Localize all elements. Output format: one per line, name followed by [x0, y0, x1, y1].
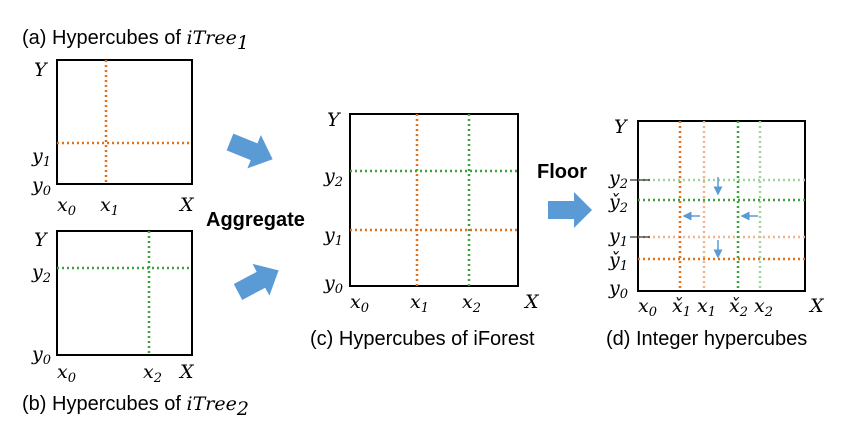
panel-b: Y y2 y0 x0 x2 X (b) Hypercubes of iTree2 [22, 229, 249, 420]
box-a [56, 59, 193, 185]
tick-y2-d: y2 [608, 167, 628, 192]
arrow-up-right-icon [233, 263, 279, 300]
tick-x2-d: x2 [754, 295, 773, 320]
tick-x1-d: x1 [697, 295, 716, 320]
tick-y1-a: y1 [31, 145, 51, 170]
caption-b: (b) Hypercubes of iTree2 [22, 393, 249, 420]
caption-a: (a) Hypercubes of iTree1 [22, 27, 249, 54]
panel-a: (a) Hypercubes of iTree1 Y y1 y0 x0 x1 X [22, 27, 249, 219]
tick-ycheck1-d: y̌1 [608, 249, 628, 274]
tick-y0-b: y0 [31, 343, 51, 368]
arrow-down-right-icon [226, 133, 273, 169]
tick-x0-a: x0 [57, 194, 76, 219]
aggregate-label: Aggregate [206, 209, 305, 231]
panel-d: Y y2 y̌2 y1 y̌1 y0 x0 x̌1 x1 x̌2 x2 X (d… [606, 116, 825, 350]
tick-x0-c: x0 [350, 291, 369, 316]
aggregate-arrows: Aggregate [206, 133, 305, 300]
tick-x0-b: x0 [57, 361, 76, 386]
tick-y2-b: y2 [31, 261, 51, 286]
tick-y2-c: y2 [323, 165, 343, 190]
box-c [349, 113, 519, 287]
axis-X-b: X [178, 361, 195, 383]
tick-y0-d: y0 [608, 277, 628, 302]
tick-x2-b: x2 [143, 361, 162, 386]
tick-x1-c: x1 [410, 291, 429, 316]
axis-X-a: X [178, 194, 195, 216]
axis-Y-d: Y [614, 116, 629, 138]
panel-c: Y y2 y1 y0 x0 x1 x2 X (c) Hypercubes of … [310, 109, 540, 350]
tick-x0-d: x0 [638, 295, 657, 320]
tick-y1-d: y1 [608, 225, 628, 250]
axis-Y-a: Y [34, 59, 49, 81]
box-b [56, 230, 193, 356]
tick-y0-a: y0 [31, 174, 51, 199]
tick-x2-c: x2 [462, 291, 481, 316]
caption-d: (d) Integer hypercubes [606, 328, 807, 350]
axis-Y-b: Y [34, 229, 49, 251]
arrow-right-icon [548, 192, 592, 228]
tick-ycheck2-d: y̌2 [608, 191, 628, 216]
axis-X-c: X [523, 291, 540, 313]
tick-xcheck2-d: x̌2 [729, 295, 748, 320]
tick-x1-a: x1 [100, 194, 119, 219]
tick-y1-c: y1 [323, 224, 343, 249]
axis-Y-c: Y [327, 109, 342, 131]
floor-label: Floor [537, 161, 587, 183]
tick-xcheck1-d: x̌1 [672, 295, 691, 320]
box-d [637, 120, 806, 292]
floor-arrow: Floor [537, 161, 592, 228]
axis-X-d: X [808, 295, 825, 317]
caption-c: (c) Hypercubes of iForest [310, 328, 535, 350]
tick-y0-c: y0 [323, 272, 343, 297]
